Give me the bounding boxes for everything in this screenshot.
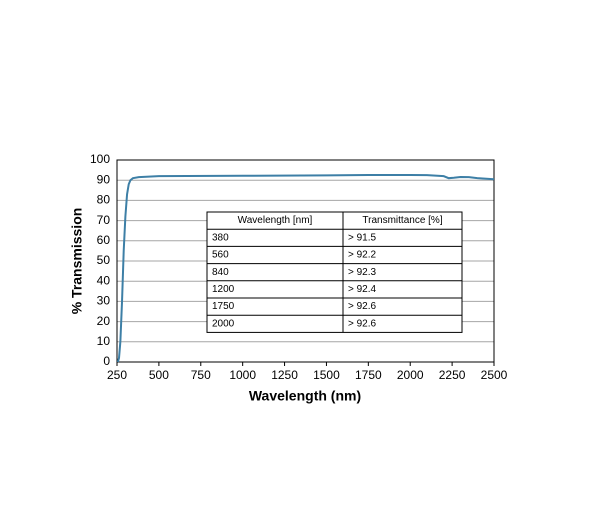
table-cell: > 92.6 xyxy=(348,318,377,329)
table-header: Transmittance [%] xyxy=(362,215,442,226)
x-tick-label: 2250 xyxy=(439,368,466,382)
y-tick-label: 80 xyxy=(97,193,111,207)
table-cell: 840 xyxy=(212,267,229,278)
y-tick-label: 70 xyxy=(97,213,111,227)
x-axis-title: Wavelength (nm) xyxy=(249,388,361,404)
x-tick-label: 500 xyxy=(149,368,169,382)
y-tick-label: 50 xyxy=(97,253,111,267)
y-tick-label: 90 xyxy=(97,172,111,186)
table-cell: 1750 xyxy=(212,301,235,312)
x-tick-label: 2500 xyxy=(481,368,508,382)
table-frame xyxy=(206,211,463,333)
table-cell: > 92.4 xyxy=(348,284,377,295)
plot-frame xyxy=(116,159,495,363)
y-tick-label: 0 xyxy=(103,354,110,368)
y-axis-title: % Transmission xyxy=(69,208,85,315)
y-tick-label: 10 xyxy=(97,334,111,348)
x-tick-label: 1000 xyxy=(229,368,256,382)
y-tick-label: 60 xyxy=(97,233,111,247)
x-tick-label: 750 xyxy=(191,368,211,382)
table-cell: 1200 xyxy=(212,284,235,295)
table-cell: 380 xyxy=(212,232,229,243)
table-cell: > 92.3 xyxy=(348,267,377,278)
y-tick-label: 30 xyxy=(97,294,111,308)
x-tick-label: 1500 xyxy=(313,368,340,382)
table-header: Wavelength [nm] xyxy=(238,215,313,226)
table-cell: > 91.5 xyxy=(348,232,377,243)
x-tick-label: 250 xyxy=(107,368,127,382)
x-tick-label: 2000 xyxy=(397,368,424,382)
y-tick-label: 20 xyxy=(97,314,111,328)
x-tick-label: 1750 xyxy=(355,368,382,382)
table-cell: 560 xyxy=(212,250,229,261)
table-cell: 2000 xyxy=(212,318,235,329)
data-table: Wavelength [nm] Transmittance [%] 380 > 91.… xyxy=(206,211,463,333)
y-tick-label: 40 xyxy=(97,273,111,287)
data-line xyxy=(116,173,495,363)
y-tick-label: 100 xyxy=(90,152,110,166)
table-cell: > 92.6 xyxy=(348,301,377,312)
x-tick-label: 1250 xyxy=(271,368,298,382)
table-cell: > 92.2 xyxy=(348,250,377,261)
